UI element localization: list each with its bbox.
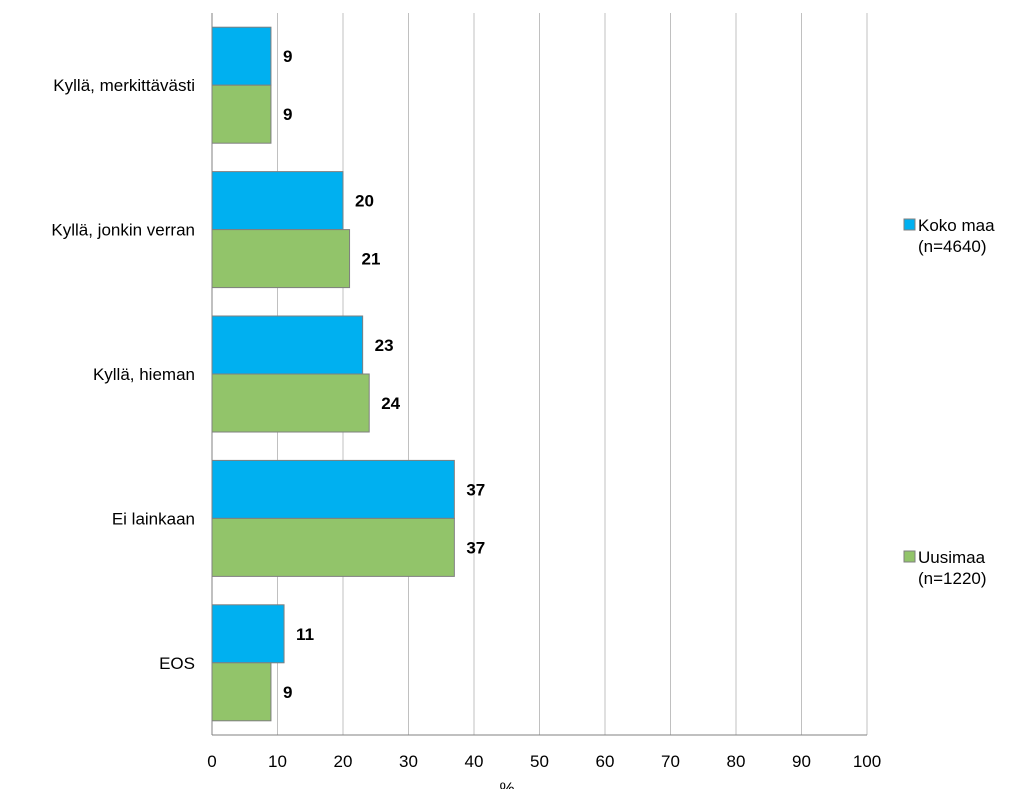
bar-3-series-1 xyxy=(211,517,455,577)
x-tick-label-20: 20 xyxy=(334,752,353,771)
x-tick-label-90: 90 xyxy=(792,752,811,771)
x-tick-label-30: 30 xyxy=(399,752,418,771)
x-tick-label-70: 70 xyxy=(661,752,680,771)
category-label-2: Kyllä, hieman xyxy=(93,365,195,384)
category-label-0: Kyllä, merkittävästi xyxy=(53,76,195,95)
data-label-3-series-0: 37 xyxy=(466,480,485,499)
bar-4-series-1 xyxy=(211,662,272,722)
legend-label-1-line-1: (n=1220) xyxy=(918,569,987,588)
bar-0-series-0 xyxy=(211,26,272,86)
x-tick-label-0: 0 xyxy=(207,752,216,771)
data-label-1-series-1: 21 xyxy=(362,250,381,269)
x-tick-label-60: 60 xyxy=(596,752,615,771)
data-label-0-series-1: 9 xyxy=(283,105,292,124)
data-label-3-series-1: 37 xyxy=(466,538,485,557)
data-label-4-series-0: 11 xyxy=(296,625,314,644)
bar-1-series-0 xyxy=(211,171,344,231)
data-labels: 9 9 20 21 23 24 37 37 11 9 xyxy=(283,47,485,702)
legend-label-0-line-1: (n=4640) xyxy=(918,237,987,256)
bar-0-series-1 xyxy=(211,84,272,144)
bars xyxy=(211,26,455,722)
data-label-2-series-1: 24 xyxy=(381,394,400,413)
data-label-0-series-0: 9 xyxy=(283,47,292,66)
category-label-3: Ei lainkaan xyxy=(112,509,195,528)
data-label-4-series-1: 9 xyxy=(283,683,292,702)
legend-label-0-line-0: Koko maa xyxy=(918,216,995,235)
category-label-4: EOS xyxy=(159,654,195,673)
x-axis-ticks: 0 10 20 30 40 50 60 70 80 90 100 xyxy=(207,752,881,771)
category-label-1: Kyllä, jonkin verran xyxy=(51,221,195,240)
data-label-1-series-0: 20 xyxy=(355,192,374,211)
x-tick-label-100: 100 xyxy=(853,752,881,771)
legend-swatch-0 xyxy=(903,218,916,231)
x-axis-label: % xyxy=(499,779,514,789)
x-tick-label-40: 40 xyxy=(465,752,484,771)
bar-2-series-0 xyxy=(211,315,364,375)
bar-1-series-1 xyxy=(211,229,351,289)
legend-swatch-1 xyxy=(903,550,916,563)
bar-2-series-1 xyxy=(211,373,370,433)
legend-label-1-line-0: Uusimaa xyxy=(918,548,986,567)
bar-4-series-0 xyxy=(211,604,285,664)
data-label-2-series-0: 23 xyxy=(375,336,394,355)
category-labels: Kyllä, merkittävästi Kyllä, jonkin verran… xyxy=(51,76,195,673)
x-tick-label-80: 80 xyxy=(727,752,746,771)
legend: Koko maa (n=4640) Uusimaa (n=1220) xyxy=(903,216,995,588)
x-tick-label-10: 10 xyxy=(268,752,287,771)
x-tick-label-50: 50 xyxy=(530,752,549,771)
bar-3-series-0 xyxy=(211,459,455,519)
